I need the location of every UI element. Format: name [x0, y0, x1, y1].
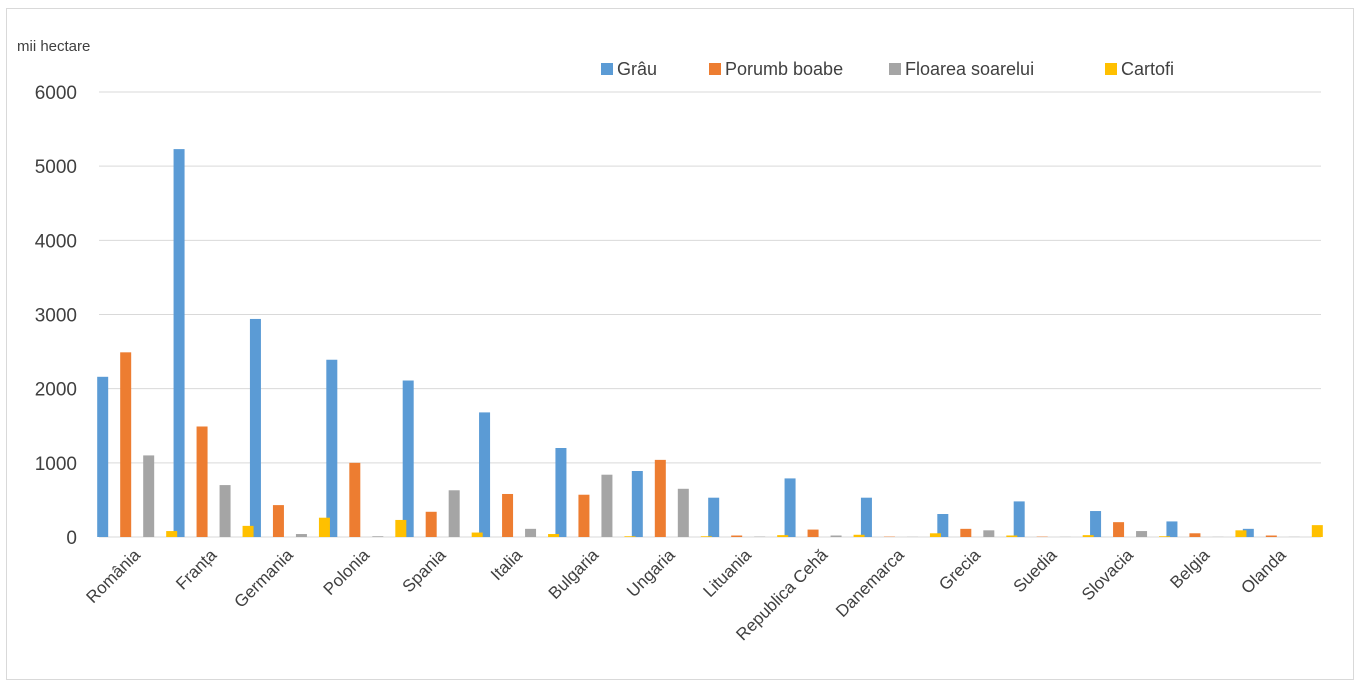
bar-cartofi-3 — [395, 519, 407, 537]
bar-floarea-soarelui-2 — [295, 534, 307, 537]
bar-floarea-soarelui-1 — [219, 485, 231, 537]
bar-porumb-boabe-9 — [807, 529, 819, 537]
y-tick-label: 3000 — [35, 306, 77, 327]
bar-cartofi-11 — [1006, 535, 1018, 537]
x-axis-category-labels: România Franța Germania Polonia Spania Italia… — [82, 545, 1290, 644]
y-tick-label: 4000 — [35, 231, 77, 252]
legend-label: Grâu — [617, 59, 657, 79]
bars — [97, 149, 1323, 537]
chart-frame: mii hectare 0 1000 2000 3000 4000 5000 6000 Ro… — [6, 8, 1354, 680]
bar-cartofi-5 — [548, 534, 560, 537]
bar-cartofi-8 — [777, 535, 789, 537]
bar-porumb-boabe-3 — [349, 462, 361, 537]
x-category-label: Bulgaria — [545, 545, 603, 603]
bar-cartofi-13 — [1159, 536, 1171, 537]
x-category-label: Polonia — [320, 545, 374, 599]
y-tick-label: 6000 — [35, 83, 77, 104]
x-category-label: Spania — [399, 545, 450, 596]
bar-cartofi-12 — [1082, 535, 1094, 537]
y-axis-tick-labels: 0 1000 2000 3000 4000 5000 6000 — [35, 83, 77, 549]
x-category-label: Grecia — [935, 545, 984, 594]
y-tick-label: 2000 — [35, 380, 77, 401]
legend-swatch — [709, 63, 721, 75]
x-category-label: Belgia — [1166, 545, 1213, 592]
bar-gr-u-9 — [784, 478, 796, 537]
x-category-label: Germania — [231, 545, 298, 612]
bar-floarea-soarelui-13 — [1136, 531, 1148, 537]
legend-label: Cartofi — [1121, 59, 1174, 79]
bar-gr-u-2 — [249, 318, 261, 537]
bar-gr-u-15 — [1242, 528, 1254, 537]
x-category-label: Slovacia — [1078, 545, 1137, 604]
bar-floarea-soarelui-5 — [525, 528, 537, 537]
bar-floarea-soarelui-7 — [677, 488, 689, 537]
bar-cartofi-6 — [624, 536, 636, 537]
bar-porumb-boabe-0 — [120, 352, 132, 537]
bar-cartofi-2 — [318, 517, 330, 537]
x-category-label: Ungaria — [623, 545, 679, 601]
bar-cartofi-1 — [242, 525, 254, 537]
x-category-label: Danemarca — [832, 545, 908, 621]
y-tick-label: 5000 — [35, 157, 77, 178]
bar-cartofi-15 — [1311, 525, 1323, 537]
legend-label: Porumb boabe — [725, 59, 843, 79]
x-category-label: Lituania — [699, 545, 755, 601]
bar-gr-u-0 — [97, 376, 109, 537]
y-tick-label: 0 — [66, 528, 77, 549]
bar-porumb-boabe-11 — [960, 528, 972, 537]
legend-swatch — [601, 63, 613, 75]
bar-gr-u-3 — [326, 359, 338, 537]
bar-chart: mii hectare 0 1000 2000 3000 4000 5000 6000 Ro… — [17, 38, 1323, 644]
y-axis-unit-label: mii hectare — [17, 38, 90, 55]
legend-swatch — [1105, 63, 1117, 75]
bar-floarea-soarelui-9 — [830, 535, 842, 537]
bar-porumb-boabe-7 — [654, 459, 666, 537]
x-category-label: Suedia — [1010, 545, 1061, 596]
bar-gr-u-8 — [708, 497, 720, 537]
bar-porumb-boabe-4 — [425, 511, 437, 537]
bar-gr-u-14 — [1166, 521, 1178, 537]
bar-floarea-soarelui-6 — [601, 474, 613, 537]
bar-gr-u-7 — [631, 470, 643, 537]
legend: Grâu Porumb boabe Floarea soarelui Cartofi — [601, 59, 1174, 79]
bar-porumb-boabe-1 — [196, 426, 208, 537]
bar-cartofi-4 — [471, 532, 483, 537]
bar-gr-u-5 — [479, 412, 491, 537]
gridlines — [99, 91, 1321, 538]
bar-gr-u-13 — [1090, 511, 1102, 537]
bar-porumb-boabe-13 — [1113, 522, 1125, 537]
legend-swatch — [889, 63, 901, 75]
bar-cartofi-0 — [166, 531, 178, 537]
bar-porumb-boabe-6 — [578, 494, 590, 537]
bar-porumb-boabe-5 — [502, 493, 514, 537]
bar-floarea-soarelui-0 — [143, 455, 155, 537]
bar-porumb-boabe-15 — [1265, 535, 1277, 537]
bar-cartofi-10 — [929, 533, 941, 537]
bar-gr-u-10 — [860, 497, 872, 537]
bar-gr-u-4 — [402, 380, 414, 537]
bar-cartofi-14 — [1235, 530, 1247, 537]
bar-floarea-soarelui-11 — [983, 530, 995, 537]
bar-floarea-soarelui-4 — [448, 490, 460, 537]
bar-gr-u-11 — [937, 514, 949, 537]
y-tick-label: 1000 — [35, 454, 77, 475]
x-category-label: Franța — [172, 545, 221, 594]
bar-porumb-boabe-14 — [1189, 533, 1201, 537]
x-category-label: Italia — [487, 545, 526, 584]
legend-label: Floarea soarelui — [905, 59, 1034, 79]
bar-porumb-boabe-2 — [272, 505, 284, 537]
bar-gr-u-12 — [1013, 501, 1025, 537]
bar-cartofi-9 — [853, 534, 865, 537]
bar-floarea-soarelui-3 — [372, 536, 384, 537]
bar-cartofi-7 — [700, 536, 712, 537]
x-category-label: România — [82, 545, 144, 607]
bar-porumb-boabe-8 — [731, 535, 743, 537]
bar-gr-u-1 — [173, 149, 185, 537]
x-category-label: Olanda — [1237, 545, 1290, 598]
bar-gr-u-6 — [555, 448, 567, 537]
